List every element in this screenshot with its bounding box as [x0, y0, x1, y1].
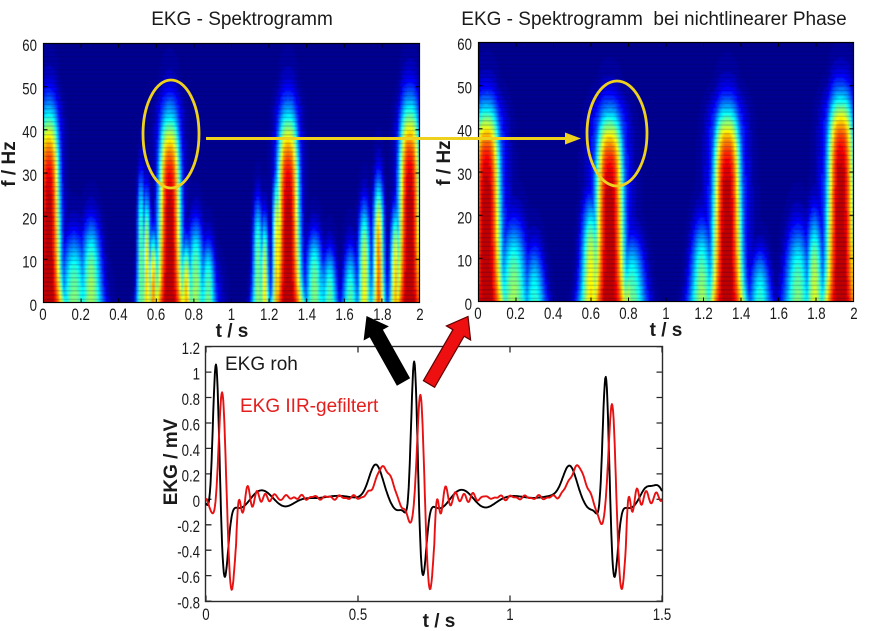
svg-text:0: 0: [465, 295, 472, 314]
svg-text:30: 30: [22, 166, 37, 185]
svg-text:1.8: 1.8: [373, 305, 391, 324]
svg-text:10: 10: [457, 252, 472, 271]
svg-text:0.2: 0.2: [182, 466, 200, 485]
svg-text:0.8: 0.8: [185, 305, 203, 324]
svg-text:20: 20: [457, 208, 472, 227]
svg-text:40: 40: [22, 123, 37, 142]
svg-text:0: 0: [193, 492, 200, 511]
svg-text:-0.8: -0.8: [177, 594, 200, 613]
svg-text:50: 50: [457, 78, 472, 97]
svg-text:f / Hz: f / Hz: [434, 140, 455, 185]
svg-text:1: 1: [193, 365, 200, 384]
svg-text:t / s: t / s: [650, 320, 683, 341]
svg-text:EKG / mV: EKG / mV: [161, 418, 182, 505]
svg-text:60: 60: [457, 35, 472, 54]
svg-text:f / Hz: f / Hz: [0, 141, 20, 186]
svg-text:t / s: t / s: [216, 321, 249, 342]
svg-text:1.2: 1.2: [260, 305, 278, 324]
svg-text:1: 1: [662, 304, 669, 323]
svg-text:0.6: 0.6: [147, 305, 165, 324]
svg-text:0.4: 0.4: [182, 441, 200, 460]
svg-text:0.8: 0.8: [182, 390, 200, 409]
svg-text:1.8: 1.8: [807, 304, 825, 323]
svg-text:1.5: 1.5: [653, 605, 671, 624]
svg-text:EKG - Spektrogramm: EKG - Spektrogramm: [151, 9, 333, 30]
svg-text:2: 2: [416, 305, 423, 324]
svg-text:0: 0: [30, 296, 37, 315]
svg-text:2: 2: [850, 304, 857, 323]
svg-text:t / s: t / s: [423, 611, 456, 631]
svg-text:20: 20: [22, 209, 37, 228]
svg-text:0.6: 0.6: [182, 416, 200, 435]
svg-text:50: 50: [22, 79, 37, 98]
svg-text:1.4: 1.4: [298, 305, 316, 324]
svg-text:1.6: 1.6: [770, 304, 788, 323]
svg-text:-0.4: -0.4: [177, 543, 200, 562]
svg-text:1: 1: [228, 305, 235, 324]
svg-text:1: 1: [506, 605, 513, 624]
svg-text:0: 0: [202, 605, 209, 624]
svg-text:-0.2: -0.2: [177, 517, 200, 536]
svg-text:0.6: 0.6: [582, 304, 600, 323]
svg-text:0: 0: [39, 305, 46, 324]
svg-text:EKG - Spektrogramm bei nichtl: EKG - Spektrogramm bei nichtlinearer Pha…: [461, 9, 846, 30]
svg-text:0: 0: [474, 304, 481, 323]
svg-text:0.4: 0.4: [544, 304, 562, 323]
svg-text:0.2: 0.2: [72, 305, 90, 324]
svg-text:0.2: 0.2: [506, 304, 524, 323]
svg-text:10: 10: [22, 253, 37, 272]
svg-text:EKG IIR-gefiltert: EKG IIR-gefiltert: [240, 396, 379, 417]
svg-text:0.4: 0.4: [109, 305, 127, 324]
svg-text:0.8: 0.8: [619, 304, 637, 323]
svg-text:-0.6: -0.6: [177, 568, 200, 587]
svg-text:1.6: 1.6: [335, 305, 353, 324]
svg-text:1.2: 1.2: [182, 339, 200, 358]
svg-text:60: 60: [22, 36, 37, 55]
svg-text:40: 40: [457, 122, 472, 141]
svg-text:1.2: 1.2: [694, 304, 712, 323]
svg-text:EKG roh: EKG roh: [225, 354, 298, 375]
svg-text:0.5: 0.5: [349, 605, 367, 624]
svg-text:30: 30: [457, 165, 472, 184]
svg-text:1.4: 1.4: [732, 304, 750, 323]
